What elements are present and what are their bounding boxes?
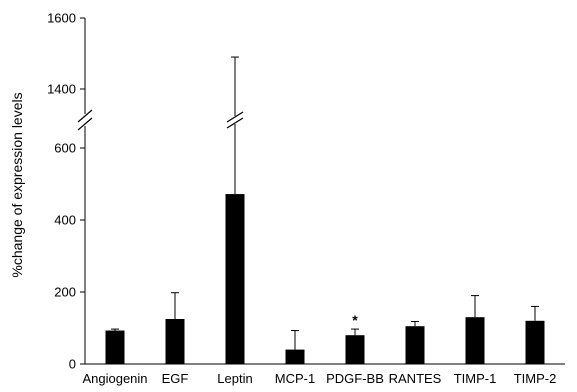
bar-angiogenin: [105, 330, 125, 364]
bar-rantes: [405, 326, 425, 364]
axis-break-mark: [77, 109, 93, 123]
x-tick-label: TIMP-2: [514, 371, 557, 386]
x-tick-label: TIMP-1: [454, 371, 497, 386]
x-tick-label: EGF: [162, 371, 189, 386]
bar-egf: [165, 319, 185, 364]
y-axis-title: %change of expression levels: [9, 92, 25, 277]
x-tick-label: MCP-1: [275, 371, 315, 386]
y-tick-label: 200: [54, 285, 76, 300]
bar-break-mark: [226, 117, 244, 129]
x-tick-label: PDGF-BB: [326, 371, 384, 386]
bar-timp-2: [525, 320, 545, 364]
y-tick-label: 0: [69, 357, 76, 372]
y-tick-label: 1600: [47, 11, 76, 26]
axis-break-mark: [77, 117, 93, 131]
plot-area: 0 200 400 600 1400 1600 Angiogenin EGF Leptin MCP…: [47, 11, 565, 386]
x-tick-label: RANTES: [389, 371, 442, 386]
y-tick-label: 600: [54, 141, 76, 156]
bar-mcp-1: [285, 349, 305, 364]
bar-break-mark: [226, 111, 244, 123]
y-tick-label: 400: [54, 213, 76, 228]
bar-leptin: [225, 194, 245, 364]
x-tick-label: Angiogenin: [82, 371, 147, 386]
bar-pdgf-bb: [345, 335, 365, 364]
bar-timp-1: [465, 317, 485, 364]
x-tick-label: Leptin: [217, 371, 252, 386]
significance-marker: *: [352, 312, 358, 328]
y-tick-label: 1400: [47, 82, 76, 97]
